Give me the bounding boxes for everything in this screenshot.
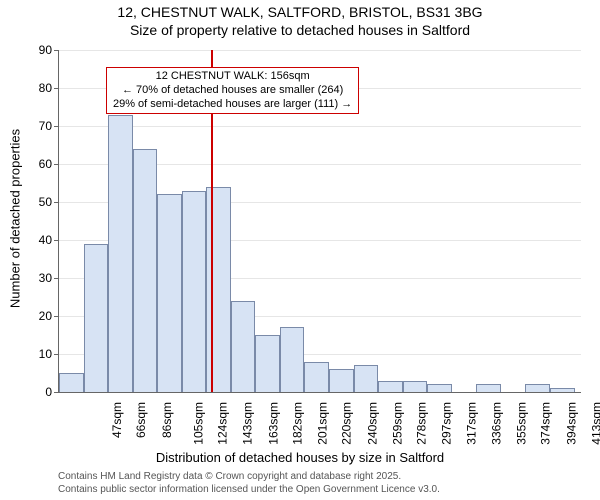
xtick-label: 259sqm [390,402,404,445]
annotation-line: 29% of semi-detached houses are larger (… [113,98,352,112]
histogram-bar [255,335,280,392]
xtick-label: 240sqm [366,402,380,445]
footnote-line2: Contains public sector information licen… [58,483,440,496]
histogram-bar [476,384,501,392]
ytick-label: 60 [30,157,52,171]
annotation-box: 12 CHESTNUT WALK: 156sqm← 70% of detache… [106,67,359,114]
histogram-bar [280,327,305,392]
footnote-text: Contains HM Land Registry data © Crown c… [58,470,440,496]
chart-title-line2: Size of property relative to detached ho… [0,22,600,38]
gridline [59,50,581,51]
xtick-label: 182sqm [291,402,305,445]
xtick-label: 374sqm [539,402,553,445]
y-axis-label: Number of detached properties [8,89,23,349]
xtick-label: 105sqm [191,402,205,445]
x-axis-label: Distribution of detached houses by size … [0,450,600,465]
xtick-label: 394sqm [565,402,579,445]
ytick-mark [54,392,59,393]
annotation-line: 12 CHESTNUT WALK: 156sqm [113,70,352,84]
ytick-mark [54,202,59,203]
chart-title-line1: 12, CHESTNUT WALK, SALTFORD, BRISTOL, BS… [0,4,600,20]
ytick-label: 80 [30,81,52,95]
gridline [59,126,581,127]
footnote-line1: Contains HM Land Registry data © Crown c… [58,470,440,483]
xtick-label: 86sqm [160,402,174,438]
histogram-bar [206,187,231,392]
chart-plot-area: 12 CHESTNUT WALK: 156sqm← 70% of detache… [58,50,581,393]
histogram-bar [182,191,207,392]
xtick-label: 47sqm [110,402,124,438]
histogram-bar [304,362,329,392]
histogram-bar [157,194,182,392]
ytick-label: 90 [30,43,52,57]
xtick-label: 220sqm [340,402,354,445]
xtick-label: 66sqm [134,402,148,438]
xtick-label: 297sqm [439,402,453,445]
histogram-bar [354,365,379,392]
xtick-label: 413sqm [589,402,600,445]
ytick-label: 70 [30,119,52,133]
ytick-label: 30 [30,271,52,285]
histogram-bar [329,369,354,392]
xtick-label: 163sqm [266,402,280,445]
histogram-bar [108,115,133,392]
ytick-label: 50 [30,195,52,209]
ytick-mark [54,240,59,241]
xtick-label: 336sqm [490,402,504,445]
histogram-bar [403,381,428,392]
xtick-label: 124sqm [216,402,230,445]
histogram-bar [133,149,158,392]
ytick-label: 10 [30,347,52,361]
histogram-bar [525,384,550,392]
histogram-bar [550,388,575,392]
histogram-bar [84,244,109,392]
ytick-label: 0 [30,385,52,399]
ytick-mark [54,316,59,317]
histogram-bar [231,301,256,392]
annotation-line: ← 70% of detached houses are smaller (26… [113,84,352,98]
ytick-mark [54,50,59,51]
xtick-label: 143sqm [240,402,254,445]
ytick-mark [54,278,59,279]
xtick-label: 355sqm [514,402,528,445]
ytick-mark [54,126,59,127]
ytick-mark [54,164,59,165]
xtick-label: 201sqm [315,402,329,445]
ytick-label: 40 [30,233,52,247]
histogram-bar [427,384,452,392]
xtick-label: 278sqm [415,402,429,445]
histogram-bar [378,381,403,392]
histogram-bar [59,373,84,392]
ytick-mark [54,354,59,355]
ytick-label: 20 [30,309,52,323]
ytick-mark [54,88,59,89]
xtick-label: 317sqm [465,402,479,445]
